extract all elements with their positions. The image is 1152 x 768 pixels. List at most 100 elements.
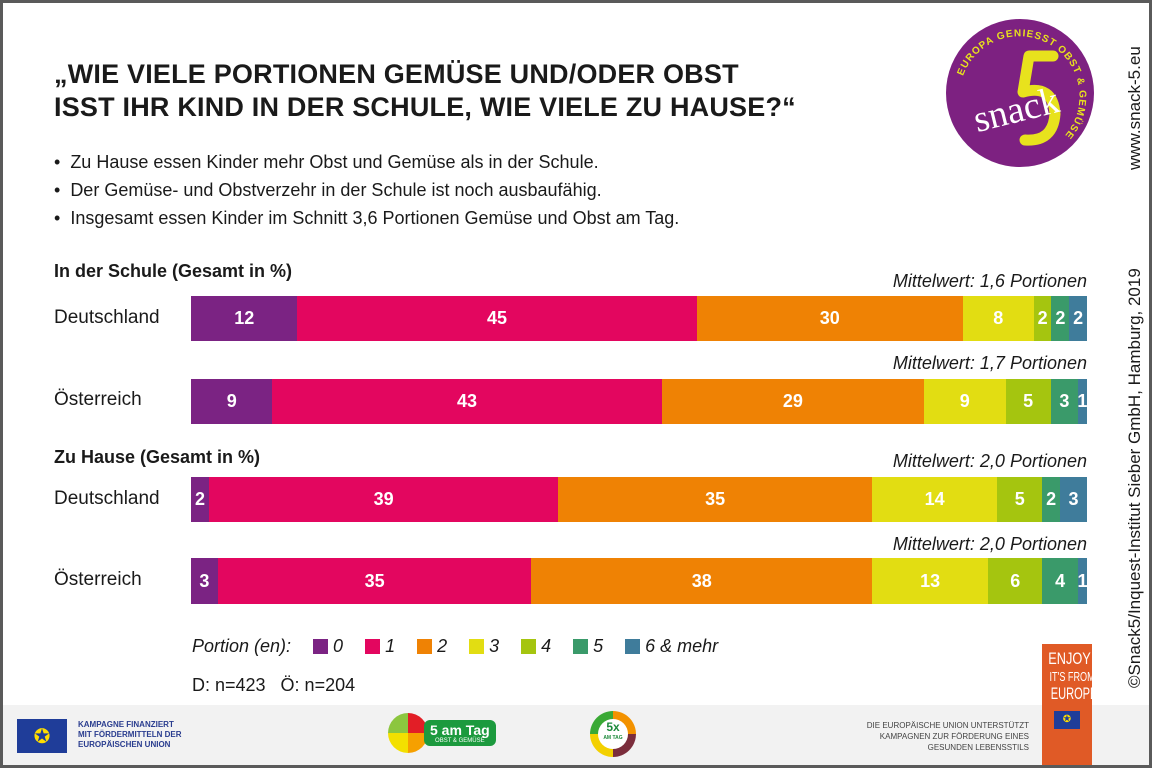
enjoy-line: IT'S FROM [1049,669,1095,684]
data-label: 2 [1037,308,1048,328]
legend-swatch [625,639,641,654]
bar-segment-6-mehr: 3 [1060,477,1087,522]
eu-flag-icon: ✪ [1054,711,1080,729]
data-label: 2 [1046,489,1057,509]
bullet-item: Insgesamt essen Kinder im Schnitt 3,6 Po… [54,204,679,232]
bar-segment-5: 3 [1050,379,1078,424]
data-label: 8 [993,308,1004,328]
bar-segment-2: 30 [696,296,963,341]
bar-segment-2: 29 [661,379,925,424]
data-label: 9 [959,391,970,411]
bar-segment-3: 13 [871,558,989,604]
bar-segment-4: 5 [1005,379,1051,424]
eu-funding-line: EUROPÄISCHEN UNION [78,740,171,749]
5x-am-tag-logo: 5x AM TAG [590,711,636,757]
footer: ✪ KAMPAGNE FINANZIERT MIT FÖRDERMITTELN … [3,705,1149,765]
data-label: 35 [705,489,726,509]
data-label: 30 [819,308,840,328]
bar-segment-1: 43 [272,379,662,424]
5-am-tag-logo: 5 am Tag OBST & GEMÜSE [388,713,496,753]
eu-funding-line: KAMPAGNE FINANZIERT [78,720,174,729]
data-label: 1 [1077,570,1088,591]
bar-segment-1: 45 [297,296,697,341]
bar-segment-6-mehr: 1 [1077,379,1088,424]
bar-segment-3: 8 [962,296,1034,341]
mean-label: Mittelwert: 2,0 Portionen [892,451,1087,471]
data-label: 3 [1059,391,1070,411]
legend-item: 3 [469,636,499,657]
stacked-bar: 2 39 35 14 5 2 3 [191,477,1087,522]
5x-sub: AM TAG [603,735,623,741]
page-title: „WIE VIELE PORTIONEN GEMÜSE UND/ODER OBS… [54,58,796,124]
bar-segment-2: 38 [531,558,872,604]
legend: Portion (en): 0 1 2 3 4 5 6 & mehr [192,636,718,657]
eu-support-text: DIE EUROPÄISCHE UNION UNTERSTÜTZT KAMPAG… [867,720,1029,753]
bar-segment-5: 4 [1042,558,1078,604]
bar-segment-4: 6 [988,558,1043,604]
data-label: 5 [1023,391,1034,411]
legend-label: 6 & mehr [645,636,719,656]
data-label: 12 [234,308,255,328]
data-label: 5 [1014,489,1025,509]
legend-label: 0 [333,636,344,656]
bar-segment-4: 5 [997,477,1043,522]
5-am-tag-sub: OBST & GEMÜSE [435,738,485,744]
group-title: Zu Hause (Gesamt in %) [54,447,261,467]
stacked-bar: 12 45 30 8 2 2 2 [191,296,1087,341]
legend-item: 2 [417,636,447,657]
legend-item: 6 & mehr [625,636,718,657]
row-label: Österreich [54,569,142,590]
bar-segment-1: 35 [217,558,532,604]
data-label: 45 [487,308,508,328]
bar-segment-3: 9 [924,379,1006,424]
legend-swatch [417,639,433,654]
enjoy-line: ENJOY [1048,649,1091,668]
legend-label: 1 [385,636,396,656]
5-am-tag-text: 5 am Tag [430,722,490,738]
data-label: 4 [1055,570,1066,591]
row-label: Deutschland [54,488,160,509]
data-label: 43 [457,391,478,411]
bar-segment-0: 3 [191,558,218,604]
legend-swatch [521,639,537,654]
5x-text: 5x [606,720,620,734]
legend-label: 5 [593,636,604,656]
data-label: 2 [1055,308,1066,328]
legend-title: Portion (en): [192,636,292,656]
bar-segment-0: 12 [191,296,298,341]
mean-label: Mittelwert: 1,7 Portionen [892,353,1087,373]
website-url: www.snack-5.eu [1125,46,1144,170]
bar-segment-0: 9 [191,379,273,424]
data-label: 35 [364,570,385,591]
title-line-2: ISST IHR KIND IN DER SCHULE, WIE VIELE Z… [54,92,796,122]
data-label: 3 [1068,489,1079,509]
data-label: 14 [924,489,945,509]
data-label: 6 [1010,570,1021,591]
bullet-item: Zu Hause essen Kinder mehr Obst und Gemü… [54,148,679,176]
legend-item: 0 [313,636,343,657]
bullet-list: Zu Hause essen Kinder mehr Obst und Gemü… [54,148,679,232]
data-label: 38 [691,570,712,591]
data-label: 1 [1077,391,1088,411]
bar-segment-6-mehr: 1 [1077,558,1088,604]
eu-support-line: DIE EUROPÄISCHE UNION UNTERSTÜTZT [866,721,1029,730]
bar-segment-6-mehr: 2 [1069,296,1087,341]
group-title: In der Schule (Gesamt in %) [54,261,293,281]
bar-segment-4: 2 [1033,296,1052,341]
data-label: 2 [194,489,205,509]
data-label: 13 [920,570,941,591]
copyright: ©Snack5/Inquest-Institut Sieber GmbH, Ha… [1125,268,1144,688]
enjoy-line: EUROPE [1050,684,1098,703]
bullet-item: Der Gemüse- und Obstverzehr in der Schul… [54,176,679,204]
data-label: 3 [199,570,210,591]
data-label: 39 [373,489,394,509]
eu-support-line: KAMPAGNEN ZUR FÖRDERUNG EINES [879,732,1029,741]
legend-swatch [573,639,589,654]
eu-flag-icon: ✪ [17,719,67,753]
bar-segment-0: 2 [191,477,209,522]
eu-funding-text: KAMPAGNE FINANZIERT MIT FÖRDERMITTELN DE… [78,720,182,750]
legend-swatch [469,639,485,654]
legend-swatch [365,639,381,654]
legend-label: 4 [541,636,552,656]
eu-support-line: GESUNDEN LEBENSSTILS [927,743,1029,752]
